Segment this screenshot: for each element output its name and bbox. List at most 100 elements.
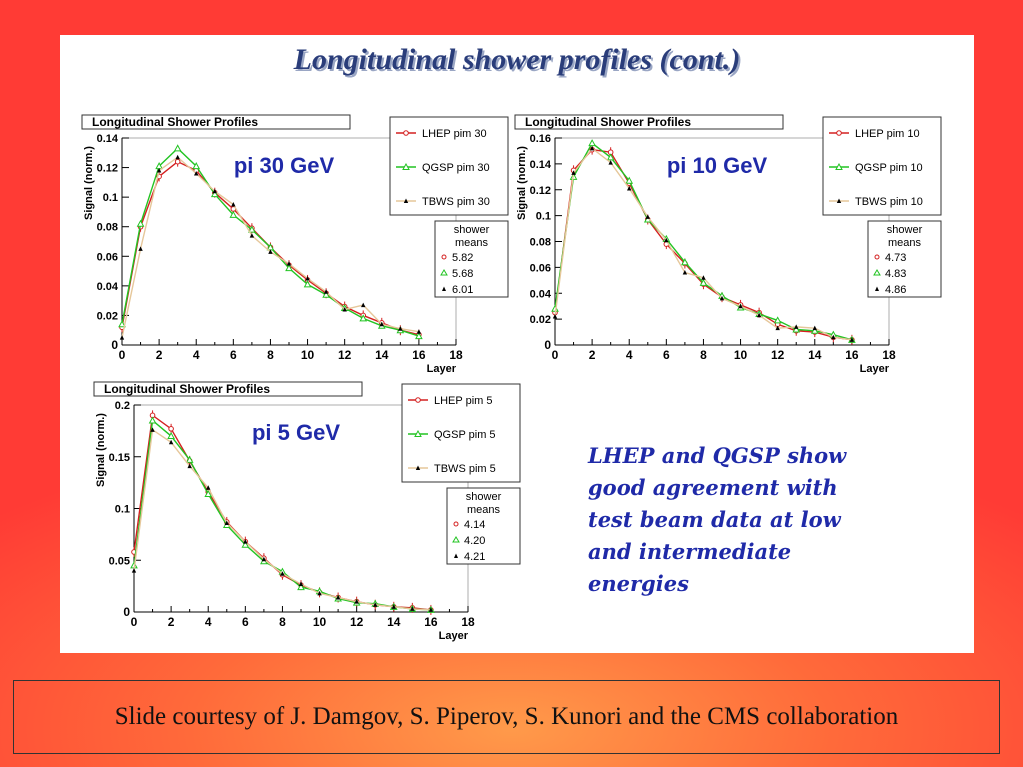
- legend-marker: [414, 429, 422, 437]
- x-tick-label: 4: [205, 615, 212, 629]
- legend-marker: [403, 130, 409, 136]
- data-point: [775, 325, 780, 331]
- y-tick-label: 0: [123, 605, 130, 619]
- data-point: [571, 170, 576, 175]
- means-marker: [454, 553, 458, 558]
- data-point: [645, 214, 650, 219]
- means-value: 4.20: [464, 535, 485, 547]
- data-point: [285, 264, 293, 272]
- chart-title-box: [514, 114, 784, 130]
- data-point: [243, 539, 248, 544]
- y-tick-label: 0.04: [97, 281, 119, 293]
- means-label: shower: [454, 224, 490, 236]
- data-point: [249, 233, 255, 238]
- legend-label: QGSP pim 10: [855, 162, 923, 174]
- data-point: [148, 416, 157, 424]
- legend-label: LHEP pim 30: [422, 128, 487, 140]
- y-tick-label: 0.14: [530, 159, 552, 171]
- data-point: [118, 320, 126, 328]
- data-point: [588, 139, 596, 147]
- means-value: 6.01: [452, 284, 473, 296]
- x-tick-label: 6: [242, 615, 249, 629]
- chart-pi-5: Longitudinal Shower Profiles 0 2 4 6 8 10 12 14 1…: [93, 381, 521, 642]
- means-box: [446, 487, 521, 565]
- data-point: [361, 302, 366, 308]
- data-point: [608, 160, 613, 165]
- data-point: [428, 607, 434, 612]
- x-tick-label: 6: [663, 348, 670, 362]
- legend-marker: [415, 397, 421, 403]
- chart-title-box: [81, 114, 351, 130]
- legend-label: QGSP pim 30: [422, 162, 490, 174]
- data-point: [261, 556, 267, 562]
- y-tick-label: 0.14: [97, 133, 119, 145]
- y-tick-label: 0.1: [536, 211, 551, 223]
- data-point: [303, 280, 312, 288]
- data-point: [738, 303, 743, 309]
- means-marker: [452, 536, 460, 543]
- y-tick-label: 0: [544, 338, 551, 352]
- data-point: [416, 329, 422, 334]
- legend-marker: [836, 130, 842, 136]
- x-tick-label: 16: [845, 348, 859, 362]
- means-label: means: [467, 504, 501, 516]
- data-point: [297, 583, 305, 591]
- x-tick-label: 12: [338, 348, 352, 362]
- x-axis-label: Layer: [439, 630, 469, 642]
- data-point: [719, 295, 725, 301]
- conclusion-note: LHEP and QGSP show good agreement with t…: [588, 443, 847, 596]
- data-point: [206, 485, 211, 490]
- means-box: [867, 220, 942, 298]
- x-tick-label: 6: [230, 348, 237, 362]
- means-value: 4.21: [464, 551, 485, 563]
- data-point: [298, 581, 304, 587]
- data-point: [606, 153, 615, 161]
- data-point: [185, 455, 194, 463]
- energy-label: pi 5 GeV: [252, 420, 340, 445]
- data-point: [323, 289, 329, 294]
- legend-label: LHEP pim 10: [855, 128, 920, 140]
- means-value: 4.86: [885, 284, 906, 296]
- slide-title: Longitudinal shower profiles (cont.): [293, 43, 741, 76]
- data-point: [212, 188, 217, 194]
- y-tick-label: 0.1: [115, 504, 130, 516]
- x-tick-label: 2: [168, 615, 175, 629]
- means-label: means: [455, 237, 489, 249]
- data-point: [625, 176, 634, 184]
- means-box: [434, 220, 509, 298]
- x-tick-label: 0: [131, 615, 138, 629]
- data-point: [627, 185, 632, 191]
- data-point: [229, 210, 238, 218]
- legend-marker: [415, 465, 421, 470]
- data-point: [849, 337, 855, 342]
- series-line-2: [133, 428, 431, 611]
- x-tick-label: 18: [449, 348, 463, 362]
- y-axis-label: Signal (norm.): [95, 413, 107, 487]
- energy-label: pi 10 GeV: [667, 153, 768, 178]
- legend-marker: [836, 198, 842, 203]
- legend-label: LHEP pim 5: [434, 395, 493, 407]
- data-point: [156, 168, 162, 173]
- chart-title: Longitudinal Shower Profiles: [92, 115, 258, 129]
- x-axis-label: Layer: [427, 363, 457, 375]
- data-point: [589, 145, 595, 151]
- data-point: [831, 334, 836, 340]
- x-tick-label: 10: [313, 615, 327, 629]
- data-point: [773, 316, 782, 324]
- data-point: [204, 489, 213, 498]
- legend-label: TBWS pim 30: [422, 196, 490, 208]
- x-tick-label: 18: [461, 615, 475, 629]
- data-point: [342, 307, 347, 312]
- legend-marker: [835, 162, 843, 170]
- energy-label: pi 30 GeV: [234, 153, 335, 178]
- data-point: [174, 158, 181, 165]
- data-point: [415, 332, 423, 340]
- data-point: [280, 571, 285, 576]
- y-tick-label: 0.08: [97, 222, 118, 234]
- data-point: [682, 270, 688, 275]
- chart-pi-30: Longitudinal Shower Profiles 0 2 4 6 8 10 12 14 1…: [81, 114, 509, 375]
- x-tick-label: 4: [193, 348, 200, 362]
- y-tick-label: 0.12: [97, 163, 118, 175]
- data-point: [119, 335, 125, 340]
- x-tick-label: 0: [119, 348, 126, 362]
